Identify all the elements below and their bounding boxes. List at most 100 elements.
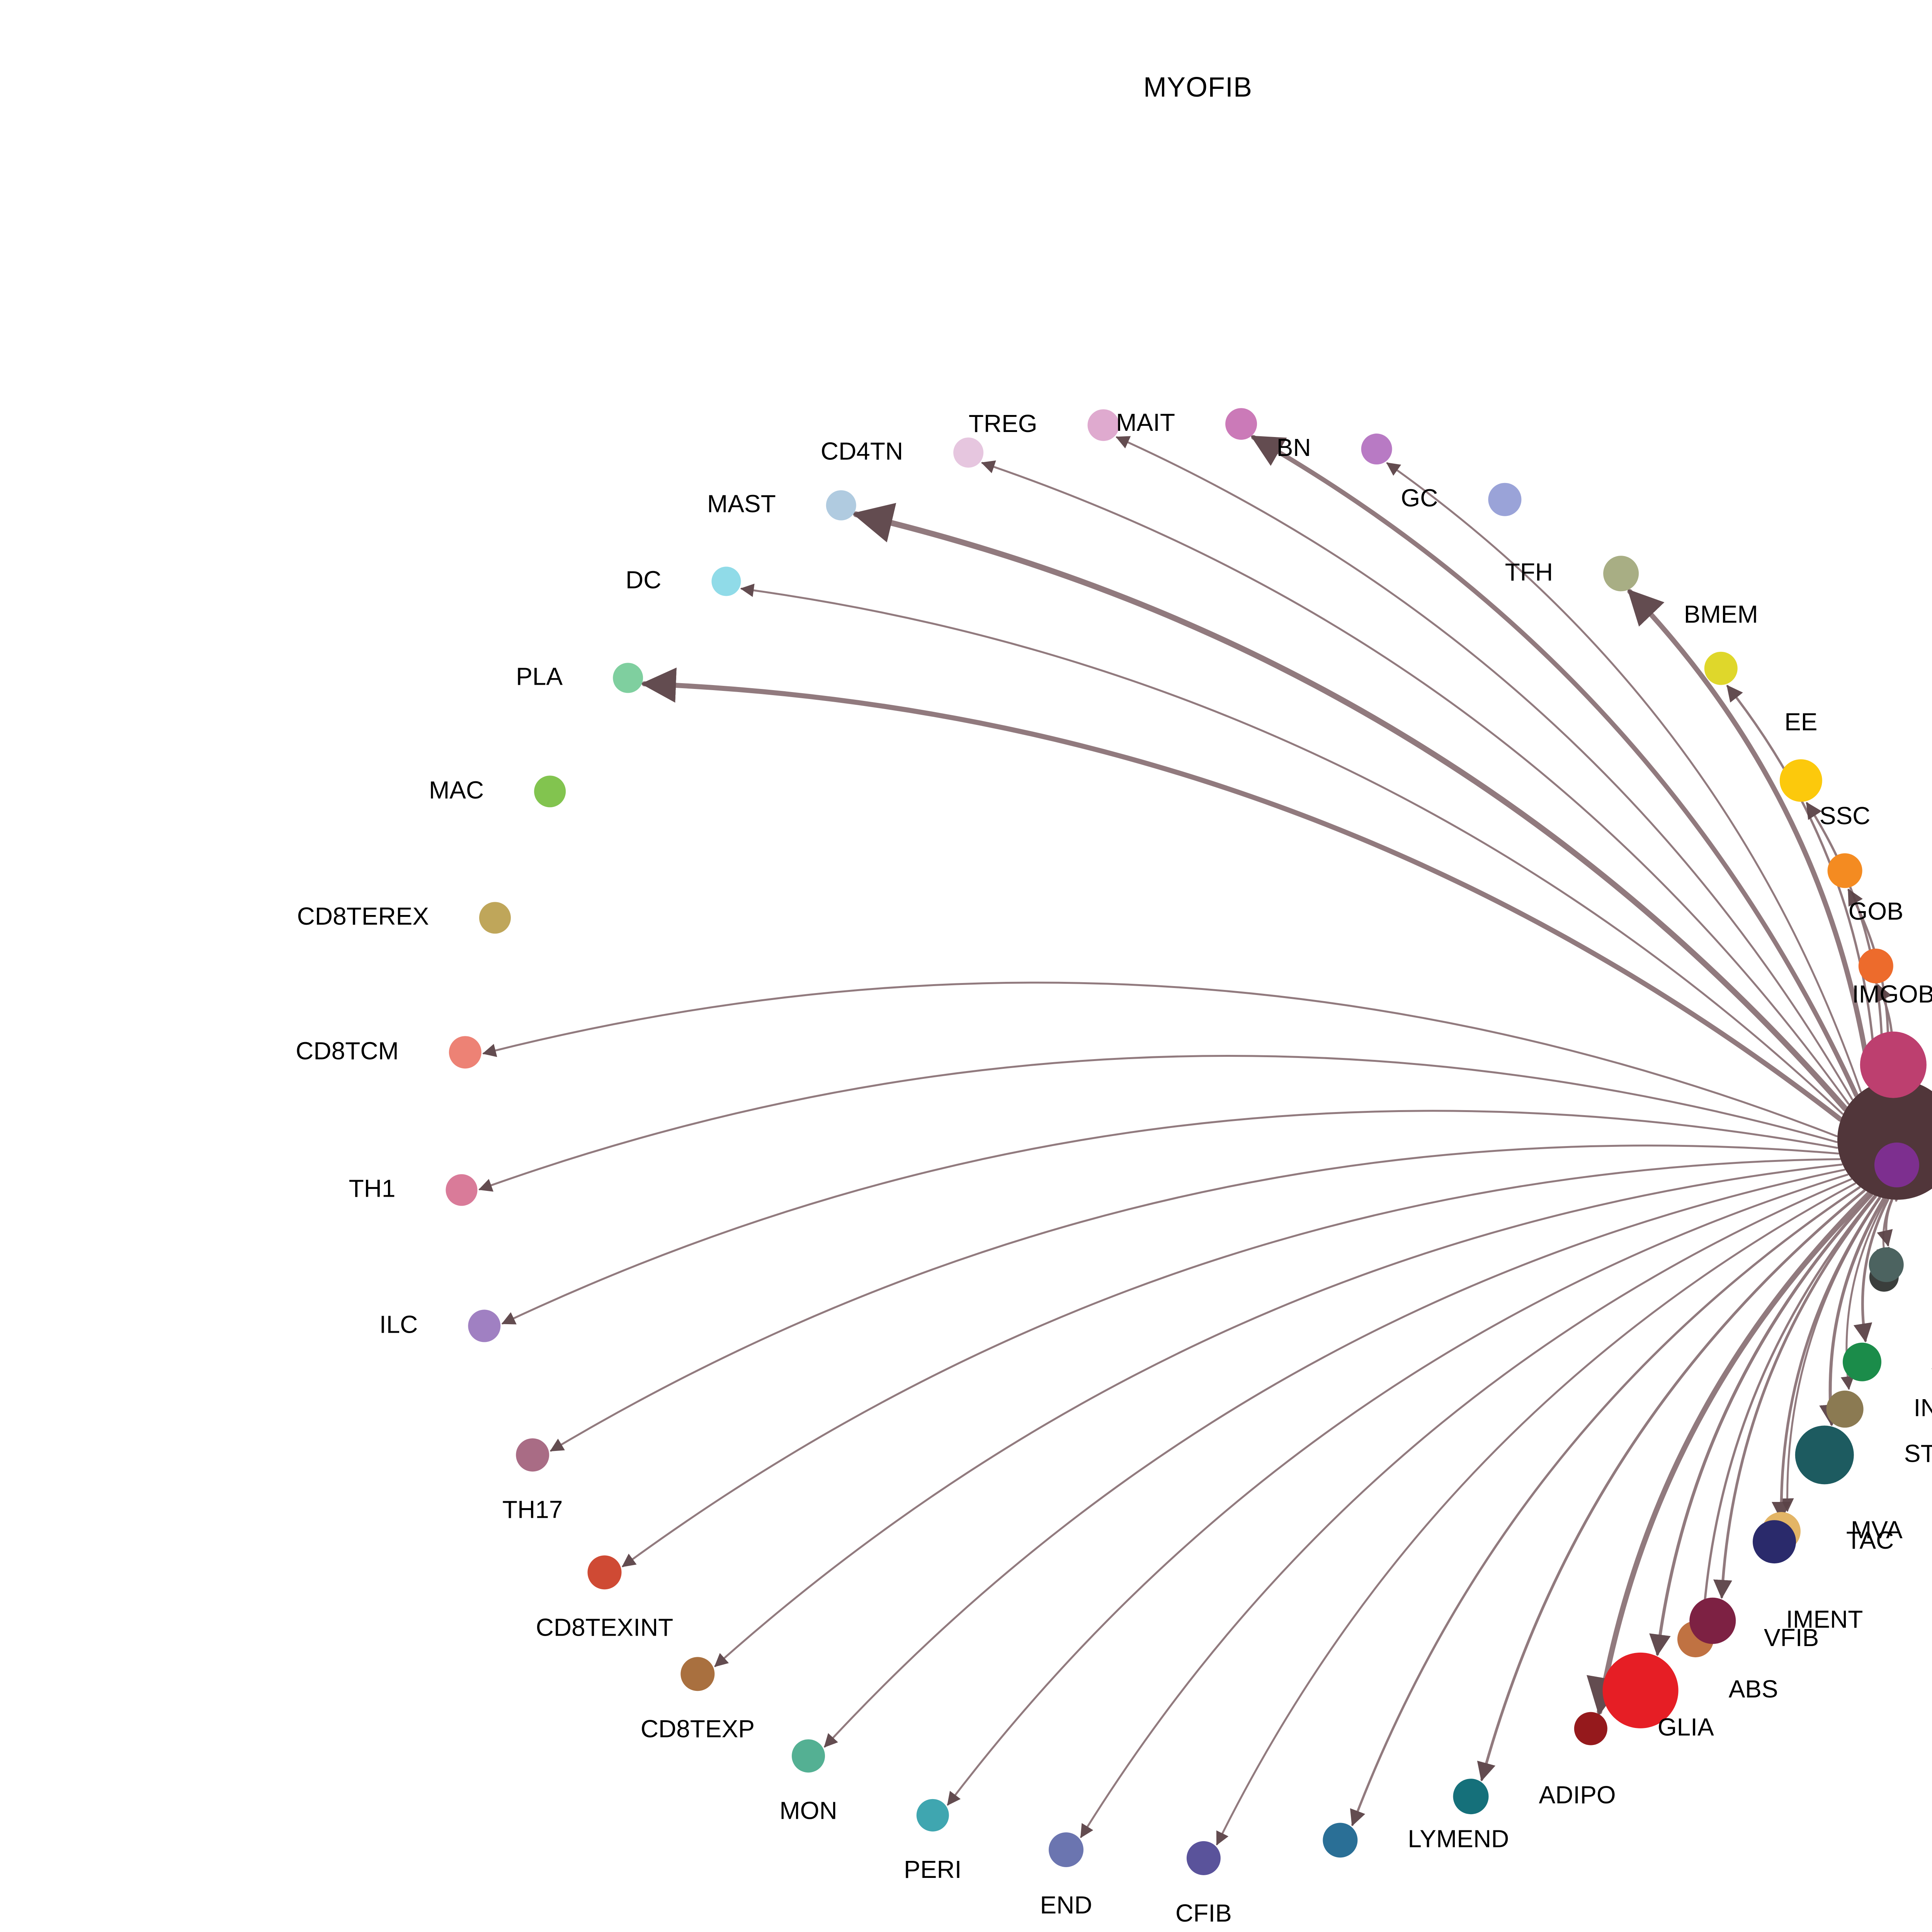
node-label-bmem: BMEM <box>1684 600 1758 628</box>
graph-node-bmem[interactable] <box>1704 651 1738 685</box>
graph-edge <box>1250 435 1859 1098</box>
graph-node-cd8tcm[interactable] <box>449 1036 481 1069</box>
node-label-end: END <box>1040 1891 1092 1919</box>
node-label-mait: MAIT <box>1116 408 1175 436</box>
graph-node-bn[interactable] <box>1361 434 1392 465</box>
node-label-ee: EE <box>1784 708 1817 736</box>
graph-node-iment[interactable] <box>1689 1597 1736 1644</box>
node-label-cfib: CFIB <box>1175 1899 1232 1927</box>
node-label-vfib: VFIB <box>1764 1624 1819 1651</box>
graph-node-imgob[interactable] <box>1860 1031 1927 1098</box>
labels-layer: MYOFIBICAFINCAFMVAVFIBGLIAADIPOLYMENDCFI… <box>296 408 1932 1927</box>
graph-edge <box>1080 1178 1852 1838</box>
graph-edge <box>1877 1199 1893 1247</box>
graph-edge <box>1696 1195 1876 1622</box>
graph-node-tfh[interactable] <box>1603 556 1639 592</box>
graph-node-mast[interactable] <box>826 490 856 520</box>
graph-node-th1[interactable] <box>446 1174 478 1206</box>
node-label-cd8tcm: CD8TCM <box>296 1037 399 1065</box>
node-label-mast: MAST <box>707 490 776 518</box>
node-label-gob: GOB <box>1849 897 1903 925</box>
graph-node-tac[interactable] <box>1753 1520 1796 1564</box>
graph-edge <box>622 1158 1841 1568</box>
graph-node-ee[interactable] <box>1779 759 1822 802</box>
node-label-cd8texint: CD8TEXINT <box>536 1613 673 1641</box>
graph-node-ssc[interactable] <box>1827 853 1862 888</box>
graph-node-cd8terex[interactable] <box>479 902 511 934</box>
node-label-bn: BN <box>1277 434 1311 461</box>
node-label-mva: MVA <box>1851 1516 1903 1544</box>
graph-edge <box>852 503 1848 1112</box>
node-label-mac: MAC <box>429 776 484 804</box>
graph-node-end[interactable] <box>1049 1832 1084 1867</box>
node-label-mon: MON <box>779 1796 837 1824</box>
graph-node-tuf[interactable] <box>1874 1142 1919 1187</box>
graph-node-cfib[interactable] <box>1186 1841 1221 1875</box>
node-label-ilc: ILC <box>379 1310 418 1338</box>
node-label-stm: STM <box>1904 1439 1932 1467</box>
graph-node-peri[interactable] <box>916 1799 949 1832</box>
node-label-ssc: SSC <box>1820 802 1871 830</box>
node-label-incaf: INCAF <box>1914 1394 1932 1422</box>
graph-edge <box>824 1168 1845 1748</box>
page-title: MYOFIB <box>1143 72 1252 103</box>
graph-node-ilc[interactable] <box>468 1310 501 1342</box>
graph-edge <box>478 1055 1838 1192</box>
graph-edge <box>981 460 1850 1105</box>
graph-node-mac[interactable] <box>534 776 566 808</box>
graph-edge <box>1116 436 1853 1100</box>
node-label-abs: ABS <box>1729 1675 1778 1703</box>
graph-node-cd4tn[interactable] <box>953 437 984 468</box>
graph-edge <box>1350 1186 1861 1827</box>
node-label-tac: TAC <box>1846 1526 1894 1554</box>
figure-title-wrap: MYOFIB <box>1012 71 1383 103</box>
graph-node-ct[interactable] <box>1869 1247 1904 1282</box>
graph-edge <box>1587 1191 1872 1716</box>
graph-node-mait[interactable] <box>1225 408 1257 440</box>
node-label-gc: GC <box>1401 484 1438 512</box>
graph-edge <box>947 1173 1849 1806</box>
graph-edge <box>1627 589 1873 1088</box>
graph-node-cd8texint[interactable] <box>587 1555 622 1590</box>
graph-edge <box>641 667 1843 1122</box>
graph-edge <box>740 583 1844 1115</box>
graph-node-pla[interactable] <box>613 663 643 693</box>
graph-node-gob[interactable] <box>1858 949 1893 984</box>
node-label-treg: TREG <box>969 410 1037 437</box>
graph-node-stm[interactable] <box>1795 1425 1854 1485</box>
graph-edge <box>1853 1198 1889 1343</box>
node-label-pla: PLA <box>516 662 563 690</box>
node-label-adipo: ADIPO <box>1539 1781 1616 1809</box>
node-label-cd4tn: CD4TN <box>821 437 903 465</box>
graph-edge <box>714 1163 1843 1667</box>
graph-node-adipo[interactable] <box>1453 1779 1489 1815</box>
graph-node-cd8texp[interactable] <box>680 1657 715 1691</box>
graph-node-glia[interactable] <box>1574 1712 1607 1745</box>
graph-edge <box>1216 1182 1856 1846</box>
graph-edge <box>1772 1196 1881 1521</box>
graph-node-incaf[interactable] <box>1826 1390 1864 1428</box>
graph-node-mon[interactable] <box>792 1739 825 1773</box>
node-label-dc: DC <box>626 566 661 594</box>
graph-node-lymend[interactable] <box>1323 1823 1358 1858</box>
node-label-peri: PERI <box>904 1855 961 1883</box>
node-label-lymend: LYMEND <box>1408 1825 1509 1852</box>
node-label-imgob: IMGOB <box>1852 980 1932 1008</box>
graph-node-dc[interactable] <box>711 566 741 596</box>
graph-node-treg[interactable] <box>1087 409 1119 441</box>
graph-node-gc[interactable] <box>1488 483 1522 516</box>
graph-node-asc[interactable] <box>1842 1342 1881 1381</box>
graph-edge <box>1386 462 1862 1093</box>
node-label-th17: TH17 <box>502 1495 563 1523</box>
node-label-iment: IMENT <box>1786 1605 1863 1633</box>
edges-layer <box>478 435 1909 1846</box>
graph-edge <box>1477 1189 1866 1782</box>
graph-node-abs[interactable] <box>1602 1652 1679 1728</box>
graph-edge <box>1649 1193 1873 1656</box>
graph-edge <box>482 981 1838 1137</box>
graph-node-th17[interactable] <box>516 1438 549 1472</box>
node-label-cd8texp: CD8TEXP <box>641 1715 755 1743</box>
node-label-cd8terex: CD8TEREX <box>297 902 429 930</box>
graph-edge <box>1819 1197 1885 1427</box>
